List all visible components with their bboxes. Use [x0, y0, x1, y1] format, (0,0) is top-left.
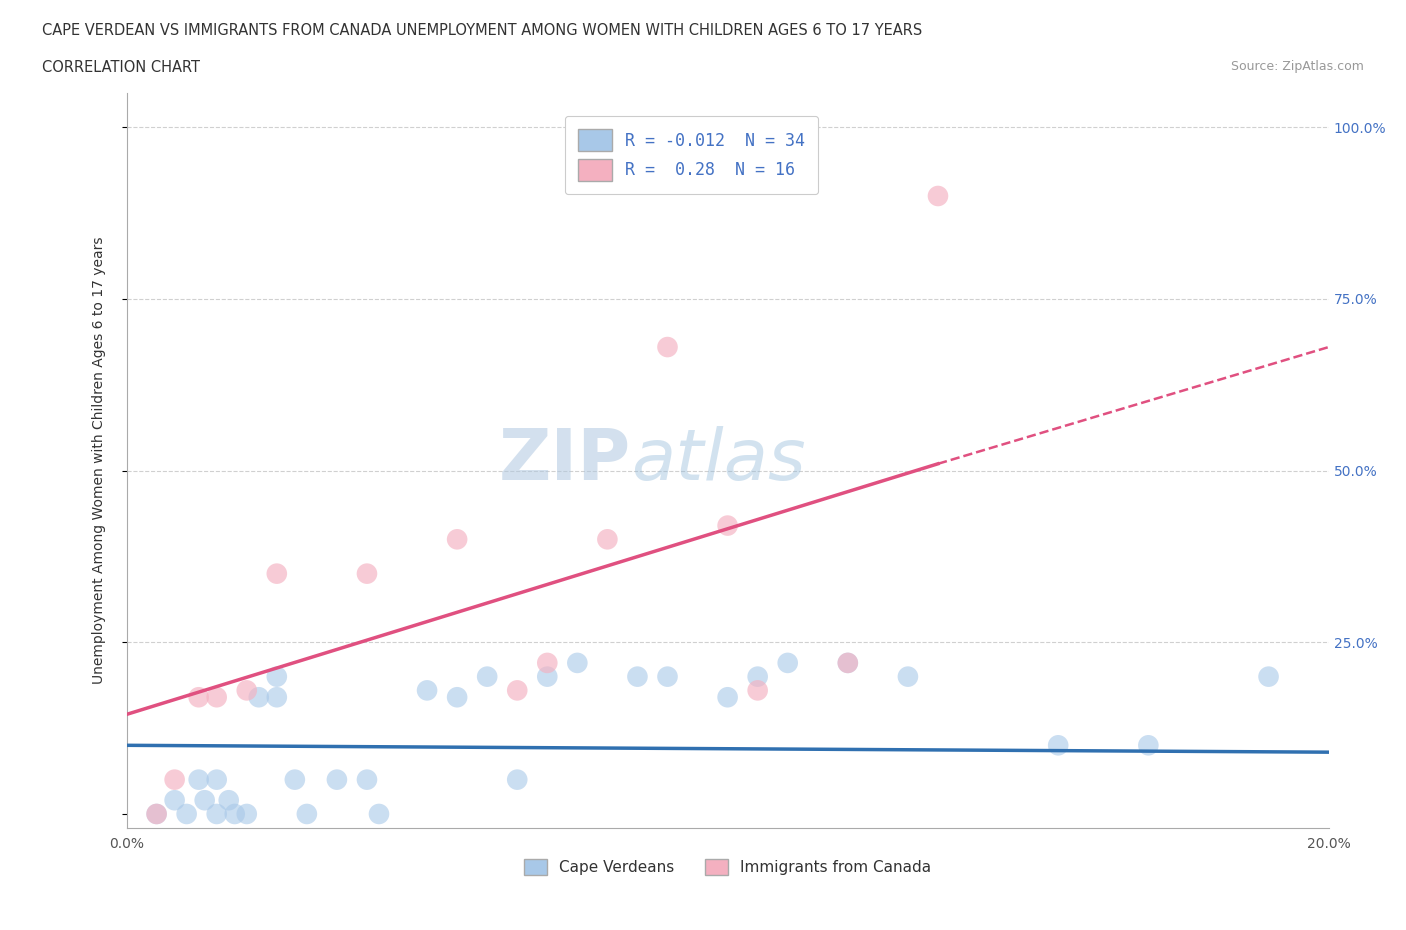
Point [1047, 737, 1070, 752]
Point [163, 792, 186, 807]
Point [837, 656, 859, 671]
Point [657, 670, 679, 684]
Point [416, 683, 439, 698]
Point [1257, 670, 1279, 684]
Y-axis label: Unemployment Among Women with Children Ages 6 to 17 years: Unemployment Among Women with Children A… [91, 236, 105, 684]
Point [187, 690, 209, 705]
Point [218, 792, 240, 807]
Point [747, 683, 769, 698]
Text: atlas: atlas [631, 426, 806, 495]
Point [266, 670, 288, 684]
Point [446, 690, 468, 705]
Point [194, 792, 217, 807]
Point [145, 806, 167, 821]
Point [626, 670, 648, 684]
Point [897, 670, 920, 684]
Point [266, 690, 288, 705]
Legend: Cape Verdeans, Immigrants from Canada: Cape Verdeans, Immigrants from Canada [516, 851, 939, 883]
Point [506, 772, 529, 787]
Point [747, 670, 769, 684]
Point [368, 806, 391, 821]
Point [295, 806, 318, 821]
Point [163, 772, 186, 787]
Point [446, 532, 468, 547]
Point [205, 806, 228, 821]
Point [235, 806, 259, 821]
Point [837, 656, 859, 671]
Point [224, 806, 246, 821]
Point [536, 656, 558, 671]
Point [716, 518, 740, 533]
Point [567, 656, 589, 671]
Point [176, 806, 198, 821]
Point [1137, 737, 1160, 752]
Text: Source: ZipAtlas.com: Source: ZipAtlas.com [1230, 60, 1364, 73]
Point [356, 772, 378, 787]
Point [716, 690, 740, 705]
Point [927, 189, 949, 204]
Point [284, 772, 307, 787]
Point [266, 566, 288, 581]
Point [356, 566, 378, 581]
Text: CORRELATION CHART: CORRELATION CHART [42, 60, 200, 75]
Point [536, 670, 558, 684]
Point [475, 670, 498, 684]
Point [235, 683, 259, 698]
Point [247, 690, 270, 705]
Text: ZIP: ZIP [499, 426, 631, 495]
Point [187, 772, 209, 787]
Point [657, 339, 679, 354]
Point [596, 532, 619, 547]
Point [205, 690, 228, 705]
Point [326, 772, 349, 787]
Text: CAPE VERDEAN VS IMMIGRANTS FROM CANADA UNEMPLOYMENT AMONG WOMEN WITH CHILDREN AG: CAPE VERDEAN VS IMMIGRANTS FROM CANADA U… [42, 23, 922, 38]
Point [506, 683, 529, 698]
Point [145, 806, 167, 821]
Point [205, 772, 228, 787]
Point [776, 656, 799, 671]
